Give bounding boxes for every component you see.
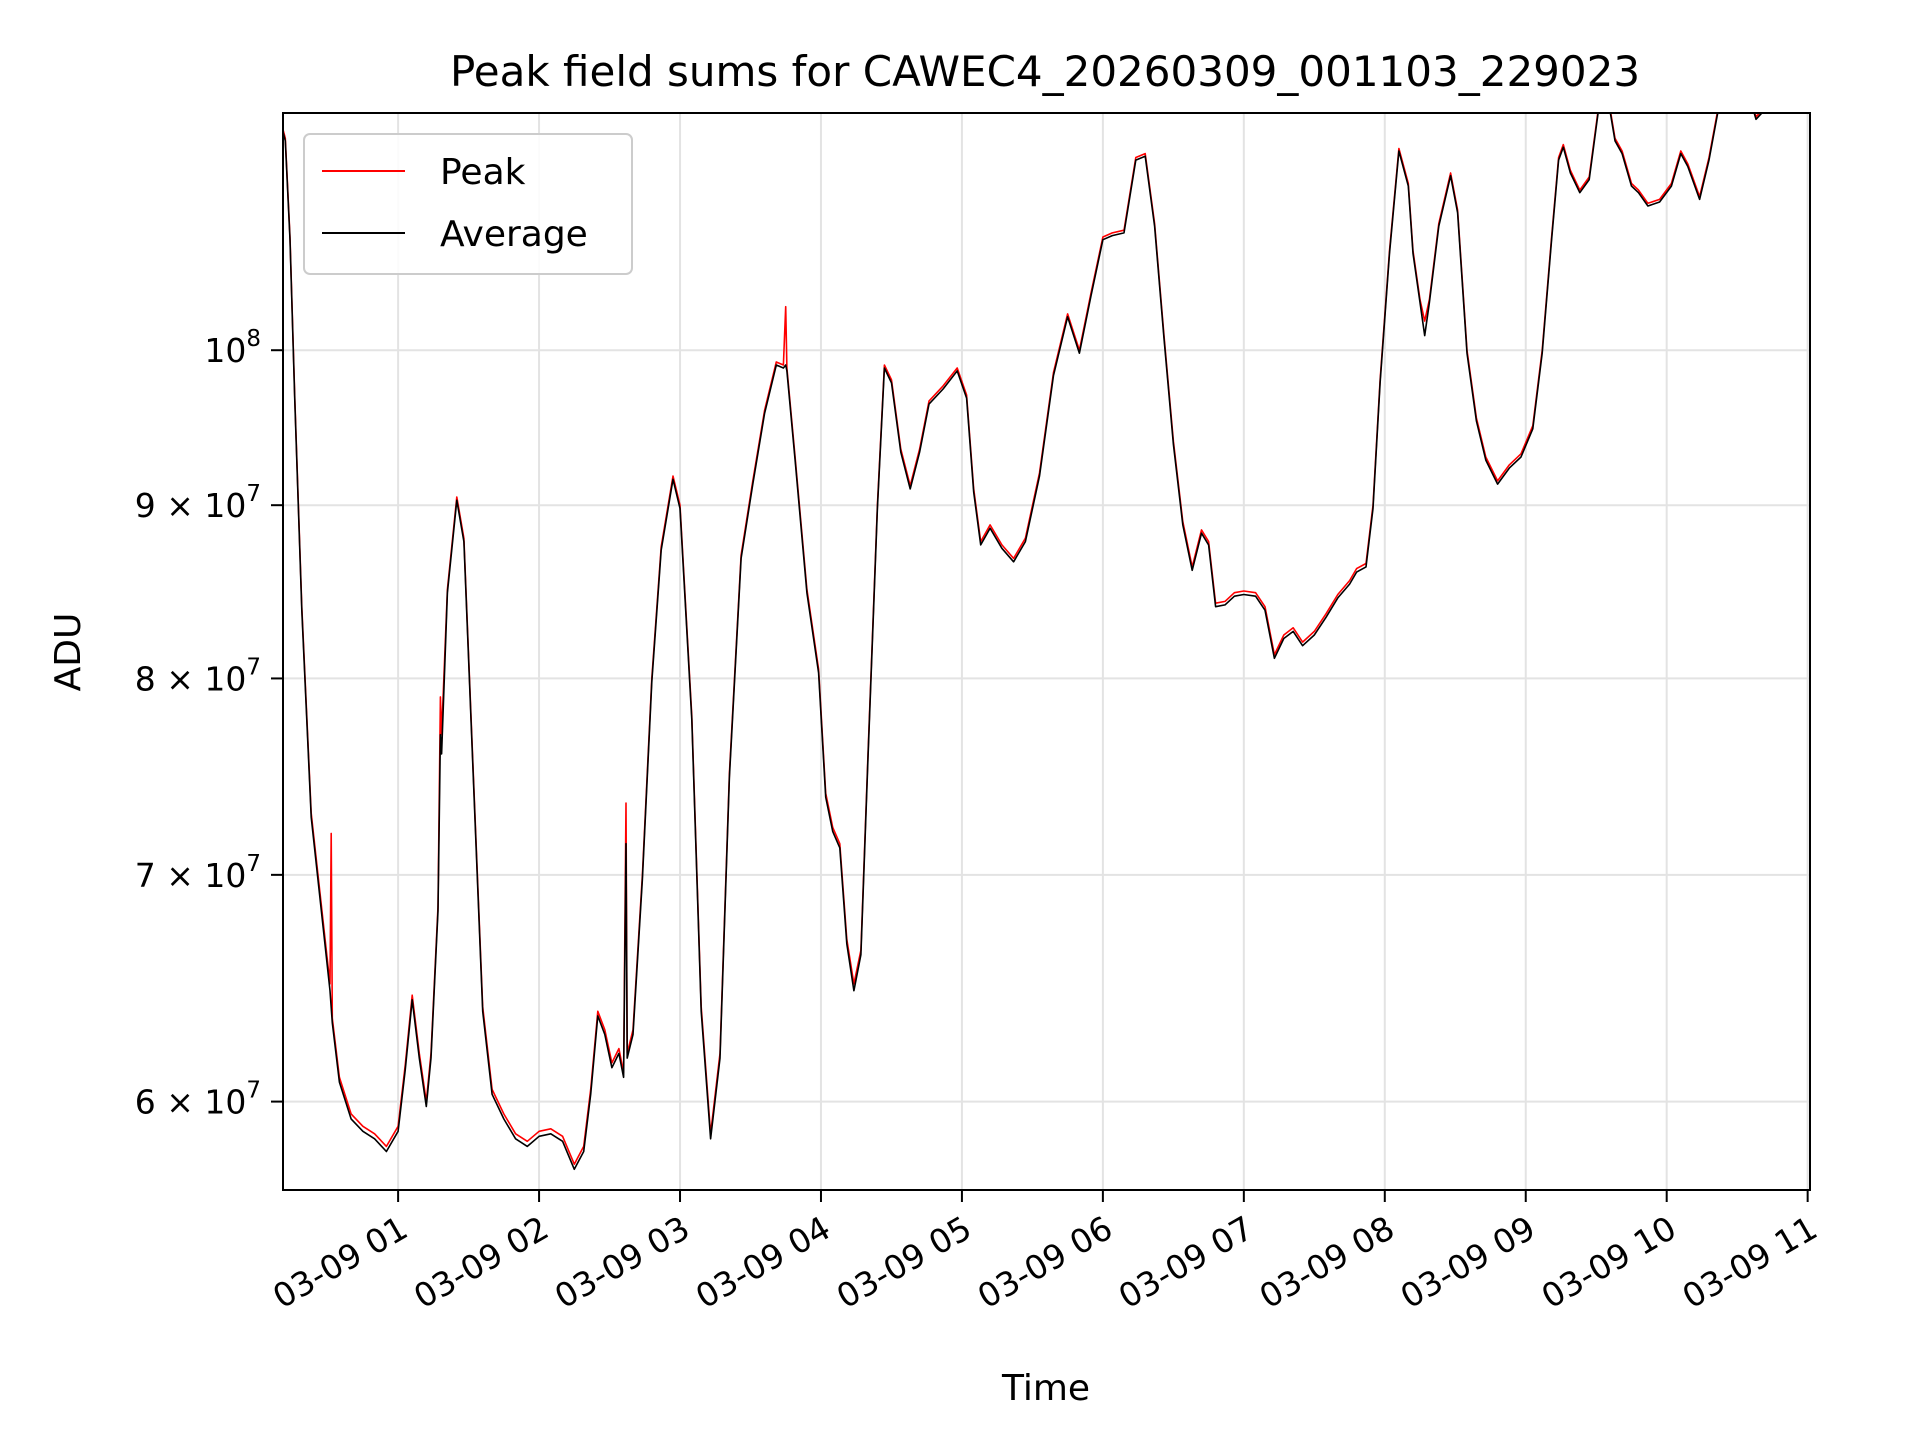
x-axis-label: Time	[1001, 1368, 1090, 1409]
legend-box	[303, 133, 633, 275]
chart-title: Peak field sums for CAWEC4_20260309_0011…	[450, 47, 1640, 96]
y-tick-base: 10	[204, 1083, 246, 1122]
grid	[283, 113, 1810, 1190]
y-tick-times: ×	[156, 856, 205, 895]
y-axis-label: ADU	[48, 613, 89, 692]
y-tick-label: 7 × 107	[135, 851, 261, 895]
legend: Peak Average	[303, 133, 633, 275]
y-tick-base: 10	[204, 659, 246, 698]
y-tick-label: 108	[204, 326, 261, 370]
y-tick-times: ×	[156, 659, 205, 698]
series-layer	[283, 113, 1763, 1171]
y-tick-exponent: 7	[246, 851, 261, 877]
y-tick-mantissa: 6	[135, 1083, 156, 1122]
y-tick-times: ×	[156, 486, 205, 525]
y-tick-label: 9 × 107	[135, 481, 261, 525]
y-tick-exponent: 7	[246, 481, 261, 507]
plot-frame	[282, 112, 1811, 1191]
y-tick-mantissa: 8	[135, 659, 156, 698]
y-tick-mantissa: 9	[135, 486, 156, 525]
y-tick-label: 6 × 107	[135, 1078, 261, 1122]
y-tick-base: 10	[204, 856, 246, 895]
y-tick-times: ×	[156, 1083, 205, 1122]
legend-label-average: Average	[440, 214, 588, 255]
series-line-average	[283, 113, 1763, 1171]
y-tick-label: 8 × 107	[135, 654, 261, 698]
y-tick-exponent: 7	[246, 1078, 261, 1104]
y-tick-exponent: 7	[246, 654, 261, 680]
y-tick-mantissa: 7	[135, 856, 156, 895]
y-tick-exponent: 8	[246, 326, 261, 352]
y-tick-base: 10	[204, 486, 246, 525]
y-tick-base: 10	[204, 331, 246, 370]
legend-label-peak: Peak	[440, 152, 526, 193]
